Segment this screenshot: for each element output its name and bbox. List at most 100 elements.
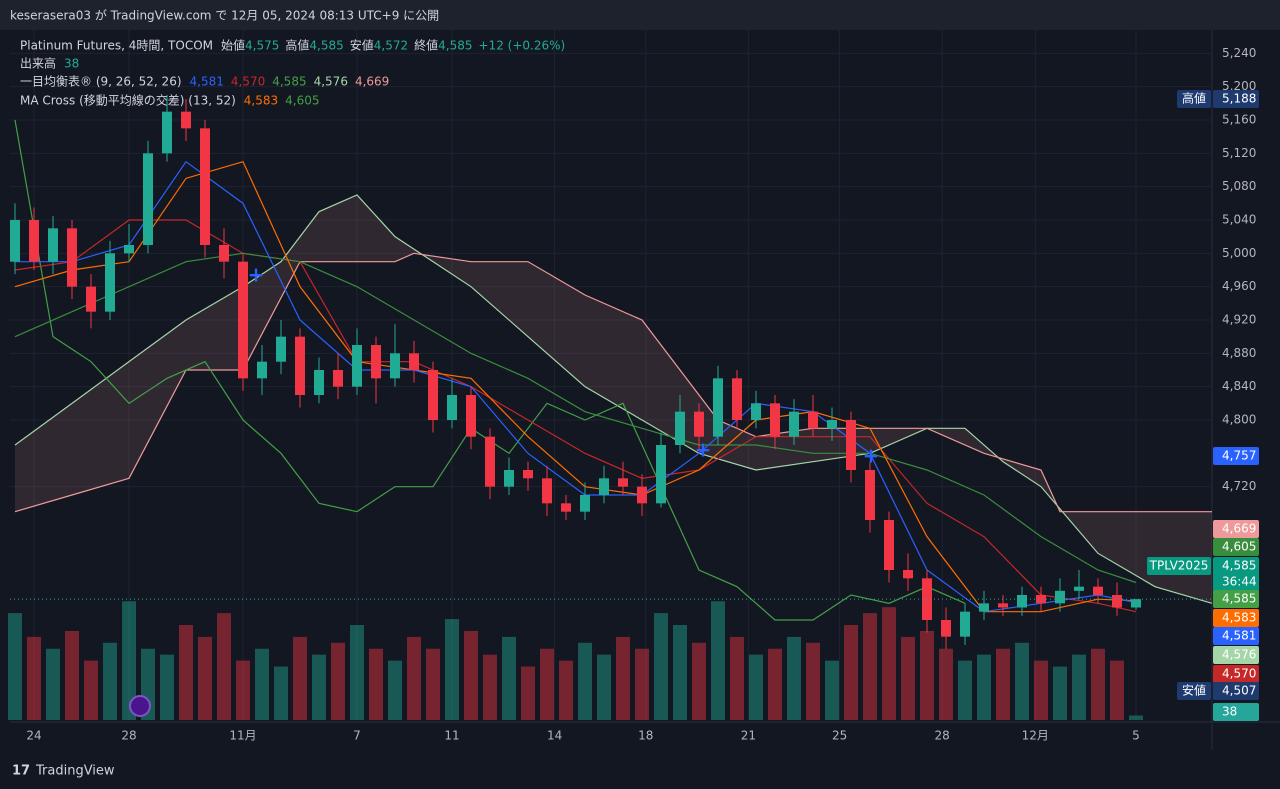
candle-body [1093, 586, 1103, 595]
price-label: 4,507 [1222, 684, 1256, 698]
volume-bar [312, 654, 326, 720]
top-bar [0, 0, 1280, 30]
y-tick-label: 4,840 [1222, 379, 1256, 393]
y-tick-label: 4,800 [1222, 413, 1256, 427]
candle-body [846, 420, 856, 470]
y-tick-label: 5,160 [1222, 113, 1256, 127]
candle-body [29, 220, 39, 262]
price-label: 38 [1222, 705, 1237, 719]
volume-bar [1129, 715, 1143, 720]
legend-volume: 出来高 [20, 56, 56, 71]
price-label-name-bg [1177, 90, 1211, 108]
price-label-bg [1213, 520, 1259, 538]
volume-bar [578, 642, 592, 720]
candle-body [181, 111, 191, 129]
brand-logo: 17 [12, 764, 30, 779]
volume-bar [996, 648, 1010, 720]
event-icon[interactable] [129, 695, 151, 717]
y-tick-label: 4,920 [1222, 313, 1256, 327]
candle-body [1017, 595, 1027, 608]
candle-body [143, 153, 153, 245]
price-label: 4,581 [1222, 629, 1256, 643]
legend-value: 4,575 [245, 39, 279, 53]
volume-bar [844, 625, 858, 720]
price-label-bg [1213, 447, 1259, 465]
volume-bar [901, 636, 915, 720]
volume-bar [1110, 660, 1124, 720]
volume-bar [198, 636, 212, 720]
price-label-name-bg [1177, 682, 1211, 700]
volume-bar [863, 613, 877, 720]
x-tick-label: 28 [935, 729, 950, 743]
x-tick-label: 21 [741, 729, 756, 743]
y-tick-label: 5,120 [1222, 146, 1256, 160]
price-label: 4,576 [1222, 648, 1256, 662]
volume-bar [1015, 642, 1029, 720]
volume-bar [958, 660, 972, 720]
candle-body [884, 520, 894, 570]
price-label-bg [1213, 665, 1259, 683]
volume-bar [255, 648, 269, 720]
price-label: 5,188 [1222, 92, 1256, 106]
legend-value: 4,605 [285, 94, 319, 108]
candle-body [1112, 595, 1122, 608]
candle-body [789, 411, 799, 437]
candle-body [67, 228, 77, 287]
volume-bar [711, 601, 725, 720]
candle-body [219, 245, 229, 262]
candle-body [504, 470, 514, 487]
price-label-bg [1213, 627, 1259, 645]
candle-body [1131, 599, 1141, 608]
price-label-timer: 36:44 [1222, 575, 1257, 589]
candle-body [200, 128, 210, 245]
legend-indicator: MA Cross (移動平均線の交差) (13, 52) [20, 93, 236, 108]
candle-body [10, 220, 20, 262]
volume-bar [597, 654, 611, 720]
candle-body [352, 345, 362, 387]
legend-label: 終値 [414, 38, 438, 53]
legend-value: 4,583 [244, 94, 278, 108]
candle-body [257, 361, 267, 379]
price-label-bg [1213, 590, 1259, 608]
price-label: 4,570 [1222, 667, 1256, 681]
price-label-bg [1213, 90, 1259, 108]
volume-bar [65, 630, 79, 720]
legend-label: 始値 [221, 38, 245, 53]
x-tick-label: 28 [121, 729, 136, 743]
volume-bar [502, 636, 516, 720]
x-tick-label: 24 [26, 729, 41, 743]
volume-bar [806, 642, 820, 720]
cross-signal: + [695, 438, 712, 462]
volume-bar [293, 636, 307, 720]
price-label-bg [1213, 646, 1259, 664]
candle-body [960, 611, 970, 637]
legend-value: 4,572 [374, 39, 408, 53]
candle-body [732, 378, 742, 420]
volume-bar [217, 613, 231, 720]
candle-body [751, 403, 761, 420]
price-label-bg [1213, 703, 1259, 721]
candle-body [162, 111, 172, 154]
cross-signal: + [248, 263, 265, 287]
volume-bar [882, 607, 896, 720]
candle-body [827, 420, 837, 429]
legend-value: 4,570 [231, 75, 265, 89]
legend-indicator: 一目均衡表® (9, 26, 52, 26) [20, 75, 182, 89]
candle-body [447, 395, 457, 420]
price-label-bg [1213, 538, 1259, 556]
x-tick-label: 11 [444, 729, 459, 743]
legend-value: 4,669 [355, 75, 389, 89]
volume-bar [749, 654, 763, 720]
candle-body [409, 353, 419, 370]
candle-body [295, 336, 305, 395]
volume-bar [939, 648, 953, 720]
volume-bar [84, 660, 98, 720]
price-label-name-bg [1147, 557, 1211, 575]
y-tick-label: 5,000 [1222, 246, 1256, 260]
candle-body [542, 478, 552, 504]
price-label: 4,605 [1222, 540, 1256, 554]
volume-bar [27, 636, 41, 720]
volume-bar [977, 654, 991, 720]
